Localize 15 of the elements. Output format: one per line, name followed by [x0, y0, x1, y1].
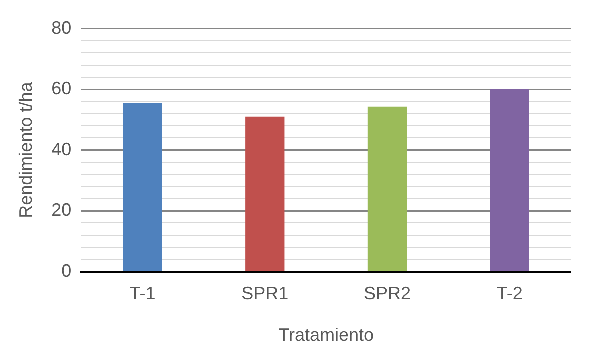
x-tick-label: T-1: [130, 284, 156, 304]
bar: [123, 104, 162, 272]
x-axis-title: Tratamiento: [278, 325, 374, 346]
bar: [490, 90, 530, 272]
y-tick-label: 40: [52, 139, 72, 160]
bar: [368, 106, 408, 272]
y-tick-label: 0: [62, 260, 72, 281]
y-tick-label: 80: [52, 18, 72, 38]
bar: [246, 116, 285, 272]
y-axis-title: Rendimiento t/ha: [16, 81, 36, 218]
x-tick-label: SPR2: [364, 284, 411, 304]
y-tick-label: 20: [52, 200, 72, 220]
x-tick-label: T-2: [496, 284, 523, 304]
y-tick-label: 60: [52, 78, 72, 99]
x-tick-label: SPR1: [242, 284, 289, 304]
